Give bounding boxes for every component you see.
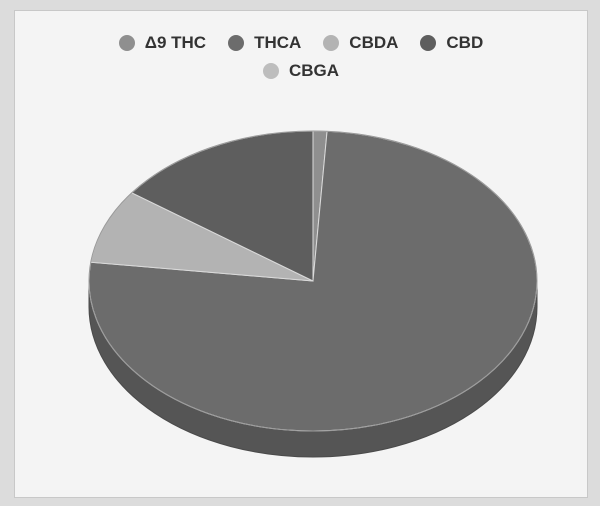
legend-swatch-cbd — [420, 35, 437, 51]
legend-label-cbga: CBGA — [288, 61, 340, 80]
legend-label-cbda: CBDA — [349, 33, 399, 52]
legend-label-cbd: CBD — [446, 33, 484, 52]
chart-legend: Δ9 THC THCA CBDA CBD CBGA — [15, 33, 587, 89]
legend-swatch-d9thc — [118, 35, 135, 51]
pie-chart — [88, 130, 538, 458]
legend-item-cbd[interactable]: CBD — [420, 33, 483, 53]
legend-label-thca: THCA — [254, 33, 302, 52]
legend-row-2: CBGA — [15, 61, 587, 81]
chart-frame: Δ9 THC THCA CBDA CBD CBGA — [14, 10, 588, 498]
legend-item-cbda[interactable]: CBDA — [323, 33, 398, 53]
legend-item-thca[interactable]: THCA — [228, 33, 301, 53]
legend-swatch-thca — [228, 35, 245, 51]
legend-swatch-cbga — [262, 63, 279, 79]
legend-item-d9thc[interactable]: Δ9 THC — [118, 33, 207, 53]
legend-item-cbga[interactable]: CBGA — [262, 61, 340, 81]
legend-swatch-cbda — [323, 35, 340, 51]
legend-label-d9thc: Δ9 THC — [144, 33, 207, 52]
legend-row-1: Δ9 THC THCA CBDA CBD — [15, 33, 587, 53]
pie-rim — [88, 130, 538, 432]
